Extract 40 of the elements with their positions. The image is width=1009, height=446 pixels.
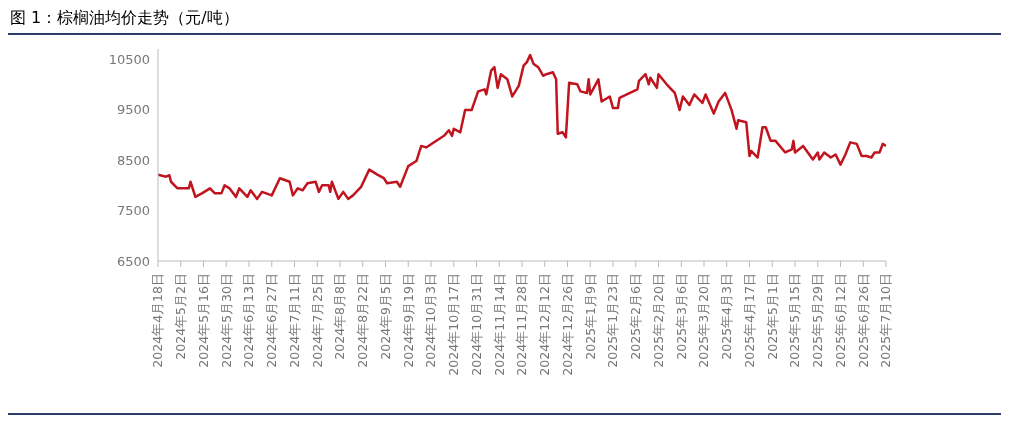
x-tick-label: 2024年5月16日 — [195, 273, 211, 368]
x-tick-label: 2024年12月12日 — [537, 273, 553, 376]
x-tick-label: 2024年5月30日 — [218, 273, 234, 368]
x-tick-label: 2024年11月28日 — [514, 273, 530, 376]
x-tick-label: 2024年7月11日 — [286, 273, 302, 368]
y-tick-label: 9500 — [116, 102, 150, 118]
x-tick-label: 2025年1月23日 — [605, 273, 621, 368]
x-tick-label: 2025年7月10日 — [878, 273, 894, 368]
x-tick-label: 2025年5月15日 — [787, 273, 803, 368]
x-tick-label: 2025年5月29日 — [810, 273, 826, 368]
x-tick-label: 2024年12月26日 — [559, 273, 575, 376]
x-tick-label: 2024年4月18日 — [150, 273, 166, 368]
x-tick-label: 2024年8月8日 — [332, 273, 348, 360]
x-tick-label: 2024年11月14日 — [491, 273, 507, 376]
x-tick-label: 2025年3月6日 — [673, 273, 689, 360]
x-tick-label: 2025年2月6日 — [628, 273, 644, 360]
x-tick-label: 2025年1月9日 — [582, 273, 598, 360]
line-series — [158, 53, 886, 201]
x-tick-label: 2024年5月2日 — [173, 273, 189, 360]
x-tick-label: 2025年6月12日 — [832, 273, 848, 368]
x-tick-label: 2025年2月20日 — [650, 273, 666, 368]
x-tick-label: 2024年6月27日 — [264, 273, 280, 368]
chart-title: 图 1：棕榈油均价走势（元/吨） — [8, 8, 1001, 35]
x-tick-label: 2025年6月26日 — [855, 273, 871, 368]
y-tick-label: 6500 — [116, 253, 150, 269]
x-tick-label: 2024年10月17日 — [446, 273, 462, 376]
y-tick-label: 8500 — [116, 152, 150, 168]
x-tick-label: 2024年10月3日 — [423, 273, 439, 368]
x-tick-label: 2024年8月22日 — [355, 273, 371, 368]
x-tick-label: 2024年9月5日 — [377, 273, 393, 360]
x-tick-label: 2025年4月3日 — [719, 273, 735, 360]
x-tick-label: 2024年6月13日 — [241, 273, 257, 368]
y-tick-label: 10500 — [108, 51, 150, 67]
x-tick-label: 2025年4月17日 — [741, 273, 757, 368]
x-tick-label: 2025年5月1日 — [764, 273, 780, 360]
x-tick-label: 2025年3月20日 — [696, 273, 712, 368]
y-tick-label: 7500 — [116, 203, 150, 219]
x-tick-label: 2024年9月19日 — [400, 273, 416, 368]
x-tick-label: 2024年7月25日 — [309, 273, 325, 368]
x-tick-label: 2024年10月31日 — [468, 273, 484, 376]
